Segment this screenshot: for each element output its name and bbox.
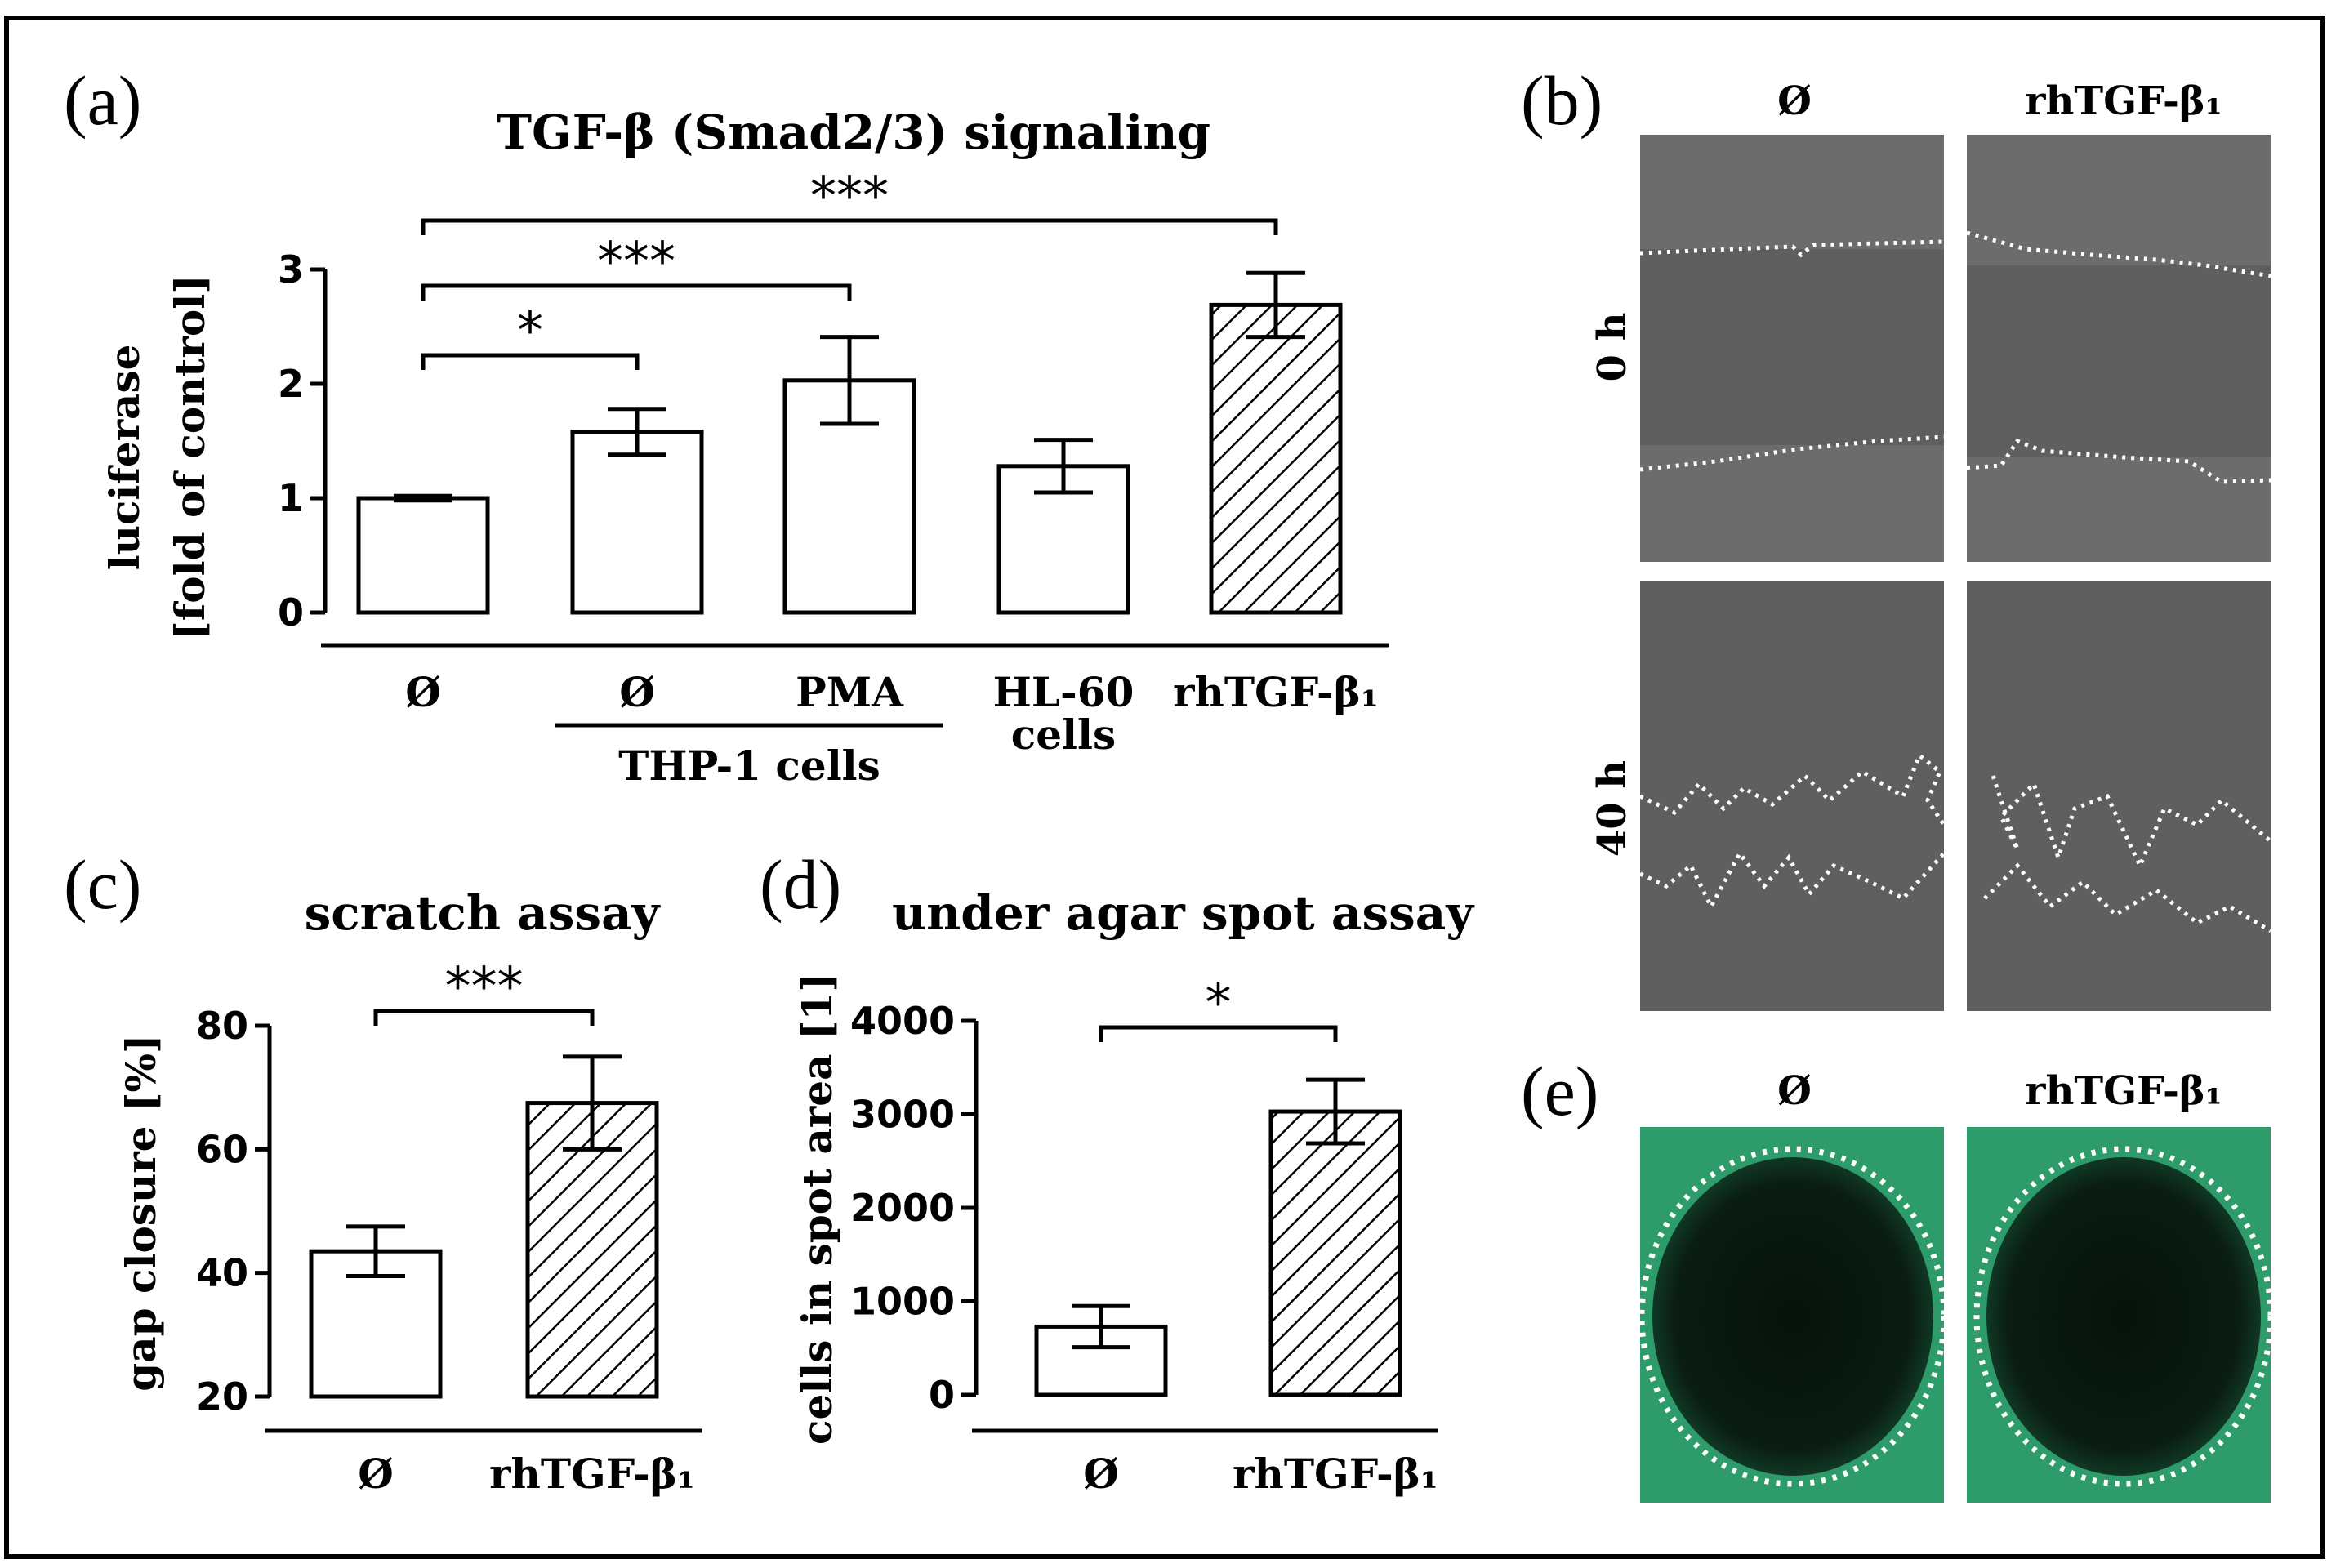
- bar: [1209, 302, 1343, 615]
- spot-area-control: [1652, 1157, 1933, 1476]
- y-axis-label: luciferase: [100, 345, 149, 571]
- category-label: Ø: [1083, 1450, 1119, 1498]
- scratch-edge-line: [1966, 438, 2271, 484]
- category-label: Ø: [358, 1450, 394, 1498]
- category-label: rhTGF-β₁: [489, 1450, 695, 1498]
- chart-title: under agar spot assay: [892, 885, 1475, 941]
- panel-b-col-label-control: Ø: [1777, 78, 1812, 124]
- significance-bracket: [421, 218, 1278, 235]
- significance-stars: ***: [445, 957, 524, 1018]
- spot-boundary-control: [1638, 1146, 1947, 1487]
- panel-b-row-label-0h: 0 h: [1589, 312, 1635, 381]
- y-tick-label: 60: [196, 1127, 248, 1171]
- y-tick-label: 0: [278, 590, 304, 635]
- y-tick-label: 2: [278, 362, 304, 406]
- category-label: rhTGF-β₁: [1173, 668, 1379, 716]
- significance-stars: *: [1206, 973, 1232, 1034]
- scratch-edge-line: [1991, 775, 2272, 871]
- significance-bracket: [421, 283, 852, 301]
- scratch-edge-line: [1638, 751, 1946, 826]
- significance-bracket: [1099, 1025, 1338, 1042]
- category-label: PMA: [796, 668, 904, 716]
- micrograph-40h-tgf: [1967, 581, 2271, 1011]
- panel-b-col-label-tgf: rhTGF-β₁: [2025, 78, 2222, 124]
- significance-bracket: [421, 353, 640, 370]
- category-label: Ø: [619, 668, 655, 716]
- significance-stars: ***: [597, 232, 675, 292]
- category-label: rhTGF-β₁: [1233, 1450, 1438, 1498]
- y-tick-label: 0: [929, 1373, 955, 1417]
- category-label: Ø: [405, 668, 441, 716]
- panel-e-micrographs: Ø rhTGF-β₁: [1638, 1068, 2274, 1503]
- panel-letter-a: (a): [64, 61, 141, 140]
- chart-title: scratch assay: [305, 885, 662, 941]
- y-axis-label: gap closure [%]: [117, 1034, 165, 1391]
- significance-stars: *: [517, 301, 543, 362]
- panel-b-micrographs: Ø rhTGF-β₁ 0 h 40 h: [1589, 78, 2272, 1011]
- significance-bracket: [373, 1009, 595, 1026]
- category-label: HL-60: [993, 668, 1135, 716]
- spot-boundary-tgf: [1973, 1146, 2274, 1487]
- panel-b-row-label-40h: 40 h: [1589, 760, 1635, 857]
- panel-e-col-label-control: Ø: [1777, 1068, 1812, 1114]
- panel-letter-e: (e): [1521, 1052, 1598, 1130]
- bar: [570, 430, 704, 615]
- cell-layer-texture: [1640, 445, 1944, 562]
- chart-title: TGF-β (Smad2/3) signaling: [497, 105, 1210, 160]
- scratch-edge-line: [1639, 434, 1945, 472]
- y-axis-label: [fold of control]: [166, 274, 214, 640]
- chart-d-spot-assay: under agar spot assay 0 1000 2000 3000 4000ce…: [793, 885, 1475, 1498]
- panel-letter-b: (b): [1521, 61, 1603, 140]
- scratch-edge-line: [1966, 230, 2271, 278]
- group-label: THP-1 cells: [618, 742, 880, 790]
- figure-frame: [4, 16, 2325, 1559]
- spot-area-tgf: [1986, 1157, 2261, 1476]
- bar: [356, 496, 490, 615]
- scratch-edge-line: [1638, 849, 1946, 911]
- chart-c-scratch-assay: scratch assay 20 40 60 80 gap closure [%] Ø rhT…: [117, 885, 702, 1498]
- bar: [1268, 1109, 1402, 1397]
- chart-a-luciferase: TGF-β (Smad2/3) signaling 0 1 2 3 luciferase […: [100, 105, 1389, 790]
- y-tick-label: 3000: [850, 1093, 955, 1137]
- cell-layer-texture: [1967, 457, 2271, 562]
- y-axis-label: cells in spot area [1]: [793, 973, 841, 1445]
- y-tick-label: 1000: [850, 1280, 955, 1324]
- panel-letter-c: (c): [64, 845, 141, 924]
- y-tick-label: 20: [196, 1374, 248, 1419]
- y-tick-label: 3: [278, 247, 304, 292]
- significance-stars: ***: [810, 167, 889, 227]
- cell-layer-texture: [1640, 135, 1944, 249]
- panel-letter-d: (d): [760, 845, 841, 924]
- y-tick-label: 4000: [850, 999, 955, 1043]
- y-tick-label: 40: [196, 1251, 248, 1295]
- category-label: cells: [1011, 710, 1116, 759]
- y-tick-label: 80: [196, 1004, 248, 1048]
- y-tick-label: 2000: [850, 1186, 955, 1230]
- scratch-edge-line: [1983, 862, 2272, 933]
- cell-layer-texture: [1967, 135, 2271, 265]
- panel-e-col-label-tgf: rhTGF-β₁: [2025, 1068, 2222, 1114]
- micrograph-40h-control: [1640, 581, 1944, 1011]
- y-tick-label: 1: [278, 476, 304, 520]
